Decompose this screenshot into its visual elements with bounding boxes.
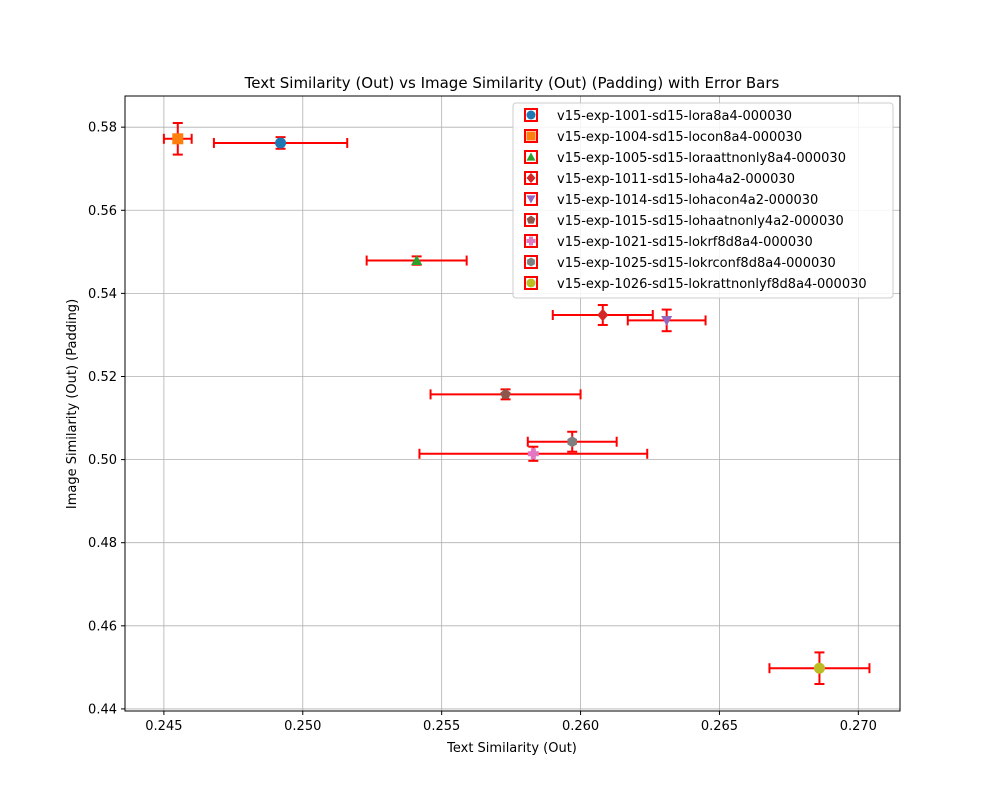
x-tick-label: 0.260	[562, 719, 599, 734]
y-tick-label: 0.58	[88, 121, 117, 136]
data-point	[813, 662, 825, 674]
x-tick-label: 0.265	[701, 719, 738, 734]
y-axis-label: Image Similarity (Out) (Padding)	[65, 299, 80, 509]
legend-marker	[526, 172, 536, 184]
x-axis-label: Text Similarity (Out)	[446, 741, 577, 756]
legend: v15-exp-1001-sd15-lora8a4-000030 v15-exp-…	[512, 102, 894, 299]
data-point	[527, 448, 539, 460]
data-point	[411, 255, 423, 265]
data-point	[661, 315, 673, 326]
axis-ticks: 0.245 0.250 0.255 0.260 0.265 0.270 0.44 0.46 0.…	[88, 121, 877, 734]
legend-marker	[526, 110, 536, 120]
legend-marker	[527, 257, 535, 267]
legend-errorbar-swatch	[524, 108, 538, 122]
legend-label: v15-exp-1015-sd15-lohaatnonly4a2-000030	[557, 214, 844, 229]
legend-marker	[526, 131, 536, 141]
y-tick-label: 0.48	[88, 536, 117, 551]
legend-label: v15-exp-1014-sd15-lohacon4a2-000030	[557, 193, 818, 208]
legend-marker	[526, 278, 536, 288]
legend-errorbar-swatch	[524, 234, 538, 248]
x-tick-label: 0.270	[840, 719, 877, 734]
legend-marker	[526, 152, 536, 161]
legend-label: v15-exp-1011-sd15-loha4a2-000030	[557, 172, 795, 187]
legend-label: v15-exp-1025-sd15-lokrconf8d8a4-000030	[557, 256, 836, 271]
legend-marker	[526, 236, 536, 246]
legend-errorbar-swatch	[524, 129, 538, 143]
legend-marker	[526, 195, 536, 204]
legend-errorbar-swatch	[524, 255, 538, 269]
legend-errorbar-swatch	[524, 276, 538, 290]
legend-box	[512, 102, 894, 299]
legend-errorbar-swatch	[524, 192, 538, 206]
data-point	[500, 388, 511, 399]
data-point	[172, 133, 184, 145]
legend-label: v15-exp-1021-sd15-lokrf8d8a4-000030	[557, 235, 813, 250]
data-point	[567, 436, 577, 448]
data-point	[275, 137, 287, 149]
x-tick-label: 0.250	[284, 719, 321, 734]
y-tick-label: 0.54	[88, 287, 117, 302]
legend-label: v15-exp-1026-sd15-lokrattnonlyf8d8a4-000…	[557, 277, 867, 292]
data-points	[172, 133, 825, 674]
legend-errorbar-swatch	[524, 150, 538, 164]
legend-label: v15-exp-1004-sd15-locon8a4-000030	[557, 130, 802, 145]
y-tick-label: 0.44	[88, 702, 117, 717]
legend-errorbar-swatch	[524, 171, 538, 185]
legend-label: v15-exp-1001-sd15-lora8a4-000030	[557, 109, 792, 124]
y-tick-label: 0.50	[88, 453, 117, 468]
chart-title: Text Similarity (Out) vs Image Similarit…	[244, 74, 780, 92]
y-tick-label: 0.56	[88, 204, 117, 219]
y-tick-label: 0.46	[88, 619, 117, 634]
legend-label: v15-exp-1005-sd15-loraattnonly8a4-000030	[557, 151, 846, 166]
y-tick-label: 0.52	[88, 370, 117, 385]
legend-marker	[526, 215, 536, 224]
x-tick-label: 0.245	[145, 719, 182, 734]
legend-errorbar-swatch	[524, 213, 538, 227]
plot-frame	[124, 95, 901, 712]
x-tick-label: 0.255	[423, 719, 460, 734]
data-point	[597, 308, 609, 322]
